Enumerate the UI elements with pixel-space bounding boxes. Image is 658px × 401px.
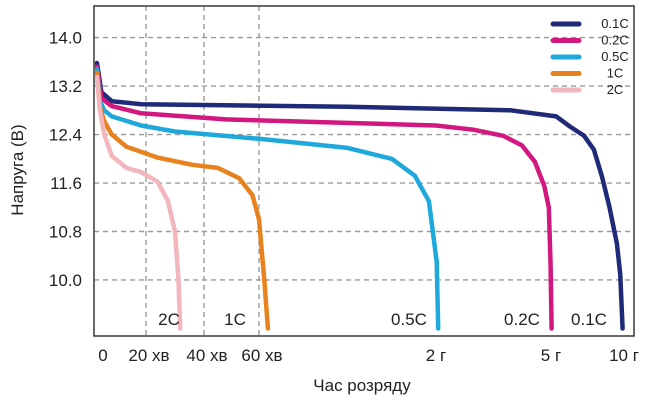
legend-label: 0.2C <box>601 33 628 48</box>
x-tick-label: 40 хв <box>186 346 227 365</box>
curve-label: 1C <box>224 310 246 329</box>
series-line-0_5C <box>94 66 441 331</box>
series-line-2C <box>94 74 183 331</box>
curve-label: 0.5C <box>391 310 427 329</box>
y-tick-label: 14.0 <box>49 29 82 48</box>
legend-label: 0.5C <box>601 49 628 64</box>
series-line-0_2C <box>94 64 554 331</box>
y-axis-title: Напруга (В) <box>8 124 27 215</box>
legend-label: 1C <box>607 66 624 81</box>
y-tick-label: 10.0 <box>49 271 82 290</box>
curve-labels: 0.1C 0.2C 0.5C 1C 2C <box>158 310 607 329</box>
plot-frame <box>93 5 635 337</box>
y-tick-label: 12.4 <box>49 126 82 145</box>
y-tick-label: 10.8 <box>49 223 82 242</box>
x-tick-label: 10 г <box>609 346 639 365</box>
x-axis-title: Час розряду <box>313 376 411 395</box>
x-tick-label: 20 хв <box>128 346 169 365</box>
series-line-0_1C <box>94 60 625 331</box>
x-tick-label: 2 г <box>426 346 446 365</box>
x-tick-labels: 0 20 хв 40 хв 60 хв 2 г 5 г 10 г <box>98 346 639 365</box>
legend-label: 0.1C <box>601 16 628 31</box>
curve-label: 2C <box>158 310 180 329</box>
curve-label: 0.2C <box>504 310 540 329</box>
x-tick-label: 60 хв <box>241 346 282 365</box>
series-line-1C <box>94 70 271 331</box>
curve-label: 0.1C <box>571 310 607 329</box>
x-tick-label: 5 г <box>541 346 561 365</box>
y-tick-labels: 14.0 13.2 12.4 11.6 10.8 10.0 <box>49 29 82 290</box>
y-tick-label: 13.2 <box>49 77 82 96</box>
series-lines <box>94 60 625 331</box>
legend-label: 2C <box>607 82 624 97</box>
x-tick-label: 0 <box>98 346 107 365</box>
y-tick-label: 11.6 <box>50 174 82 193</box>
